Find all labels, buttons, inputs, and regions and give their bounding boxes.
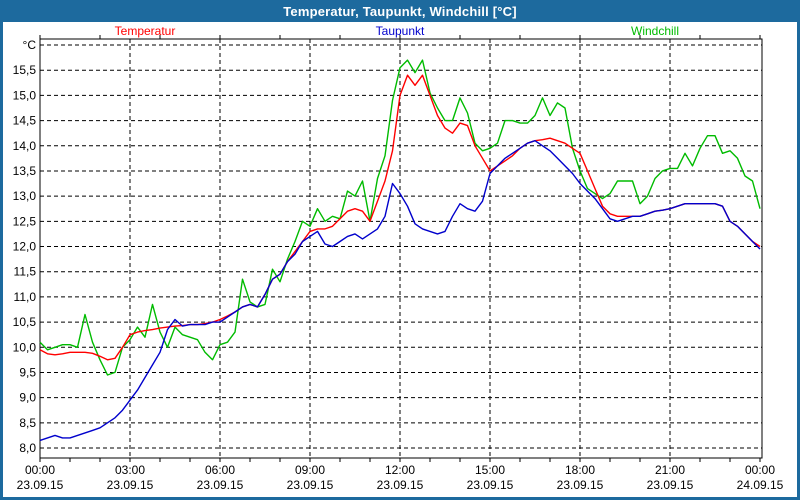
x-axis-time-label: 09:00 [295,463,325,477]
y-axis-label: 9,5 [19,365,36,379]
x-axis-date-label: 23.09.15 [197,478,244,492]
y-axis-label: 11,5 [14,265,37,279]
x-axis-time-label: 15:00 [475,463,505,477]
series-windchill-line [39,59,761,376]
legend-temperatur: Temperatur [114,24,176,38]
y-axis-label: 15,0 [13,88,37,102]
window-title: Temperatur, Taupunkt, Windchill [°C] [283,3,517,19]
title-bar[interactable]: Temperatur, Taupunkt, Windchill [°C] [0,0,800,22]
legend-windchill: Windchill [630,24,680,38]
y-axis-label: 14,0 [13,139,37,153]
x-axis-time-label: 18:00 [565,463,595,477]
x-axis-date-label: 23.09.15 [557,478,604,492]
y-axis-label: 8,0 [19,441,36,455]
y-axis-label: 12,0 [13,240,37,254]
y-axis-label: 9,0 [19,391,36,405]
x-axis-date-label: 23.09.15 [287,478,334,492]
y-axis-label: 13,0 [13,189,37,203]
x-axis-time-label: 06:00 [205,463,235,477]
chart-legend: Temperatur Taupunkt Windchill [0,24,800,38]
window-frame-bottom [0,497,800,500]
y-axis-unit-label: °C [23,38,37,52]
x-axis-time-label: 12:00 [385,463,415,477]
x-axis-date-label: 24.09.15 [737,478,784,492]
y-axis-label: 13,5 [13,164,37,178]
x-axis-date-label: 23.09.15 [467,478,514,492]
y-axis-label: 10,0 [13,340,37,354]
y-axis-label: 11,0 [14,290,37,304]
y-axis-label: 10,5 [13,315,37,329]
x-axis-date-label: 23.09.15 [377,478,424,492]
window-frame-right [797,0,800,500]
x-axis-date-label: 23.09.15 [107,478,154,492]
x-axis-date-label: 23.09.15 [647,478,694,492]
x-axis-time-label: 00:00 [25,463,55,477]
series-taupunkt-line [39,139,761,442]
x-axis-time-label: 21:00 [655,463,685,477]
y-axis-label: 12,5 [13,214,37,228]
y-axis-label: 14,5 [13,114,37,128]
x-axis-time-label: 03:00 [115,463,145,477]
y-axis-label: 15,5 [13,63,37,77]
plot-border [39,38,763,459]
x-axis-date-label: 23.09.15 [17,478,64,492]
x-axis-time-label: 00:00 [745,463,775,477]
legend-taupunkt: Taupunkt [375,24,425,38]
y-axis-label: 8,5 [19,416,36,430]
window-frame-left [0,0,3,500]
